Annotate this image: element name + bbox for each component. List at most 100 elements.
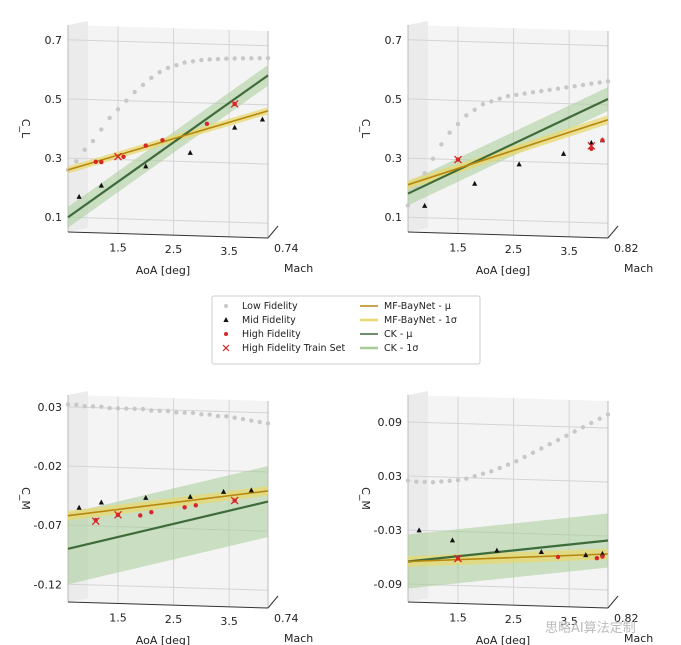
- grid-hline: [407, 421, 609, 429]
- y-axis-label: C_M: [19, 487, 32, 510]
- low-fidelity-point: [455, 478, 461, 483]
- high-fidelity-train-point: [91, 517, 100, 526]
- low-fidelity-point: [422, 171, 427, 176]
- x-tick-label: 2.5: [165, 243, 183, 256]
- x-axis-line: [407, 231, 609, 239]
- grid-hline: [407, 583, 609, 591]
- low-fidelity-point: [165, 65, 171, 71]
- low-fidelity-point: [224, 414, 229, 419]
- x-axis-label: AoA [deg]: [136, 634, 190, 645]
- low-fidelity-point: [265, 421, 271, 426]
- mid-fidelity-point: [248, 487, 254, 493]
- low-fidelity-point: [149, 408, 154, 413]
- legend-label-ck-sigma: CK - 1σ: [384, 343, 418, 354]
- low-fidelity-point: [115, 406, 121, 411]
- mach-tick-label: 0.74: [274, 242, 299, 255]
- low-fidelity-point: [124, 98, 129, 103]
- mf-baynet-mu-line: [67, 490, 269, 517]
- legend-box: [211, 295, 481, 365]
- legend-label-ck-mu: CK - μ: [384, 329, 412, 340]
- legend-marker-high-fidelity: [224, 332, 228, 336]
- mid-fidelity-point: [76, 193, 82, 199]
- high-fidelity-train-point: [114, 152, 122, 161]
- low-fidelity-point: [547, 442, 552, 447]
- low-fidelity-point: [589, 81, 594, 86]
- chart-panel-cm_mach074: -0.12 -0.07 -0.02 0.03 1.5 2.5 3.5 C_M AoA [deg]…: [19, 391, 313, 645]
- high-fidelity-point: [99, 159, 104, 165]
- high-fidelity-point: [204, 121, 210, 126]
- y-axis-label: C_L: [19, 119, 32, 139]
- y-tick-label: 0.3: [385, 152, 403, 165]
- x-tick-label: 2.5: [505, 613, 523, 626]
- mid-fidelity-point: [98, 499, 104, 505]
- train-cross-b: [587, 141, 596, 150]
- mid-fidelity-point: [560, 150, 567, 156]
- low-fidelity-point: [115, 107, 121, 112]
- low-fidelity-point: [65, 402, 71, 407]
- mid-fidelity-point: [494, 547, 500, 553]
- low-fidelity-point: [472, 107, 477, 113]
- low-fidelity-point: [215, 413, 221, 419]
- grid-hline: [407, 216, 609, 224]
- z-axis-label: Mach: [284, 262, 313, 275]
- mid-fidelity-point: [472, 180, 478, 186]
- x-axis-line: [67, 231, 269, 239]
- low-fidelity-point: [99, 404, 104, 409]
- mid-fidelity-point: [599, 550, 606, 556]
- high-fidelity-point: [93, 159, 98, 165]
- low-fidelity-point: [174, 410, 179, 415]
- x-tick-label: 3.5: [220, 615, 238, 628]
- x-axis-label: AoA [deg]: [476, 634, 530, 645]
- low-fidelity-point: [514, 92, 519, 97]
- low-fidelity-point: [464, 476, 469, 481]
- low-fidelity-point: [174, 63, 179, 68]
- high-fidelity-point: [93, 517, 98, 523]
- train-cross-b: [230, 496, 239, 505]
- low-fidelity-point: [215, 56, 221, 62]
- low-fidelity-point: [505, 462, 511, 467]
- low-fidelity-point: [464, 113, 469, 118]
- y-tick-label: -0.03: [374, 524, 402, 537]
- x-tick-label: 1.5: [109, 612, 127, 625]
- z-axis-label: Mach: [284, 632, 313, 645]
- low-fidelity-point: [580, 425, 586, 430]
- x-tick-label: 2.5: [505, 243, 523, 256]
- low-fidelity-point: [207, 57, 212, 62]
- z-axis-line: [607, 595, 619, 609]
- y-tick-label: 0.7: [385, 34, 403, 47]
- grid-hline: [407, 157, 609, 165]
- mid-fidelity-point: [259, 116, 266, 122]
- y-tick-label: 0.3: [45, 152, 63, 165]
- low-fidelity-point: [257, 419, 262, 425]
- grid-hline: [67, 39, 269, 47]
- high-fidelity-point: [149, 510, 154, 515]
- low-fidelity-point: [265, 56, 271, 61]
- low-fidelity-point: [249, 56, 254, 61]
- y-tick-label: 0.5: [385, 93, 403, 106]
- z-axis-line: [267, 225, 279, 239]
- high-fidelity-point: [193, 503, 198, 508]
- low-fidelity-point: [530, 90, 536, 95]
- low-fidelity-point: [572, 83, 577, 89]
- ck-mu-line: [407, 98, 609, 195]
- low-fidelity-point: [589, 420, 594, 426]
- low-fidelity-point: [439, 479, 444, 484]
- mach-tick-label: 0.82: [614, 612, 639, 625]
- mid-fidelity-point: [187, 493, 193, 499]
- legend: Low Fidelity Mid Fidelity High Fidelity Hig…: [211, 295, 481, 365]
- low-fidelity-point: [530, 450, 536, 455]
- low-fidelity-point: [82, 403, 87, 409]
- mid-fidelity-point: [422, 202, 428, 208]
- x-axis-label: AoA [deg]: [136, 264, 190, 277]
- low-fidelity-point: [514, 459, 519, 464]
- low-fidelity-point: [199, 57, 204, 63]
- low-fidelity-point: [422, 479, 427, 485]
- mid-fidelity-point: [98, 182, 104, 188]
- y-tick-label: 0.1: [45, 211, 63, 224]
- z-axis-line: [267, 595, 279, 609]
- low-fidelity-point: [522, 91, 527, 96]
- mid-fidelity-point: [76, 504, 82, 510]
- low-fidelity-point: [157, 408, 162, 413]
- low-fidelity-point: [132, 406, 137, 412]
